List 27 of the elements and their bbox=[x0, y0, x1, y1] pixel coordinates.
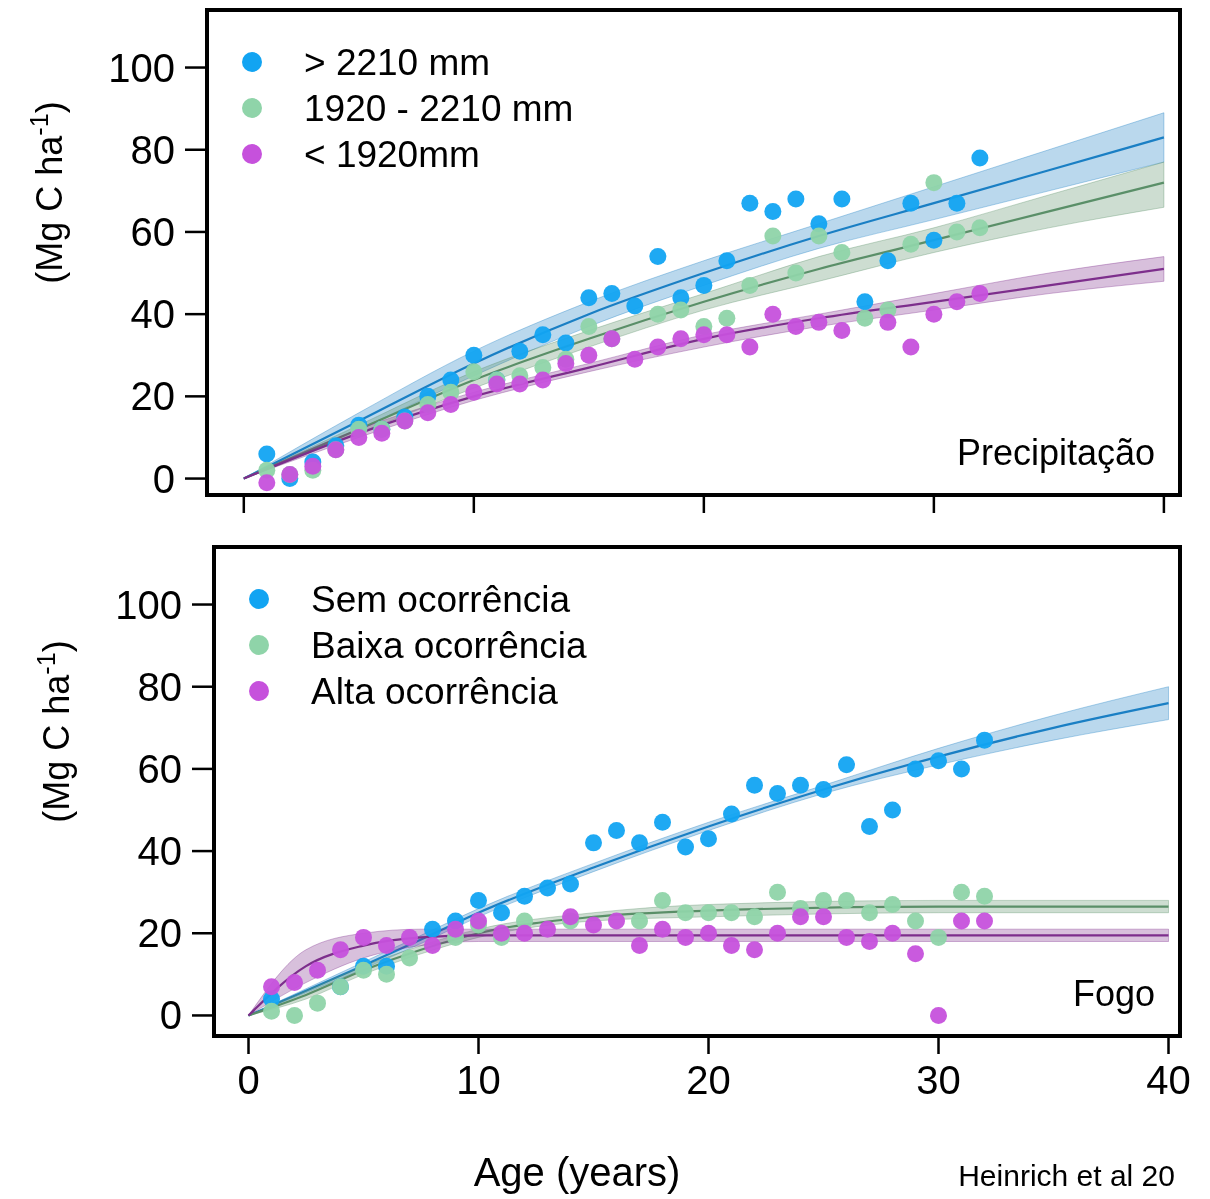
legend-label: > 2210 mm bbox=[304, 41, 491, 83]
annotation: Fogo bbox=[1072, 973, 1155, 1014]
y-tick-label: 80 bbox=[137, 664, 182, 709]
y-tick-label: 0 bbox=[152, 456, 175, 501]
y-tick-label: 20 bbox=[130, 374, 175, 419]
legend-label: 1920 - 2210 mm bbox=[304, 87, 574, 129]
x-axis-title: Age (years) bbox=[473, 1150, 681, 1194]
x-tick-label: 0 bbox=[237, 1058, 260, 1102]
text: Heinrich et al 20 bbox=[958, 1159, 1175, 1192]
y-tick-label: 80 bbox=[130, 127, 175, 172]
legend-label: Alta ocorrência bbox=[311, 670, 559, 712]
annotation: Precipitação bbox=[956, 432, 1155, 473]
y-tick-label: 100 bbox=[115, 582, 182, 627]
x-tick-label: 40 bbox=[1146, 1058, 1191, 1102]
legend-label: Sem ocorrência bbox=[311, 578, 571, 620]
y-tick-label: 40 bbox=[137, 829, 182, 874]
x-tick-label: 30 bbox=[916, 1058, 961, 1102]
legend-label: Baixa ocorrência bbox=[311, 624, 588, 666]
x-tick-label: 10 bbox=[456, 1058, 501, 1102]
y-tick-label: 20 bbox=[137, 911, 182, 956]
y-tick-label: 60 bbox=[130, 209, 175, 254]
x-tick-label: 20 bbox=[686, 1058, 731, 1102]
y-tick-label: 60 bbox=[137, 746, 182, 791]
y-tick-label: 40 bbox=[130, 292, 175, 337]
y-tick-label: 100 bbox=[108, 45, 175, 90]
y-tick-label: 0 bbox=[159, 993, 182, 1038]
legend-label: < 1920mm bbox=[304, 133, 480, 175]
